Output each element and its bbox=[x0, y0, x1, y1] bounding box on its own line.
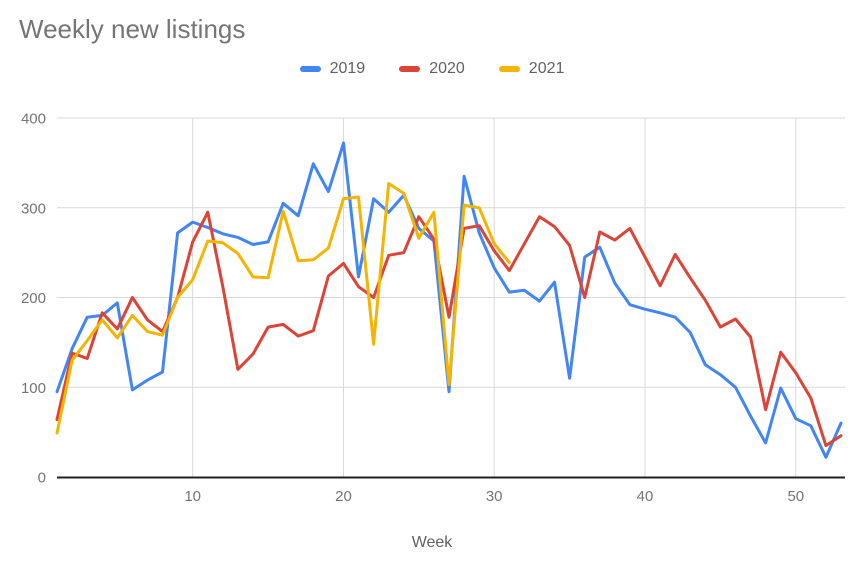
legend-item-2019: 2019 bbox=[299, 60, 366, 78]
legend-item-2020: 2020 bbox=[399, 60, 465, 78]
x-tick-label-40: 40 bbox=[637, 488, 654, 505]
x-tick-label-10: 10 bbox=[184, 488, 201, 505]
x-tick-label-50: 50 bbox=[787, 488, 804, 505]
legend-label-2020: 2020 bbox=[429, 60, 465, 77]
page-title: Weekly new listings bbox=[19, 14, 246, 44]
series-line-2020 bbox=[55, 210, 843, 448]
x-axis-title: Week bbox=[411, 534, 453, 551]
y-tick-label-100: 100 bbox=[21, 380, 46, 397]
y-tick-label-0: 0 bbox=[38, 470, 46, 487]
legend-label-2021: 2021 bbox=[528, 60, 565, 77]
y-tick-label-200: 200 bbox=[21, 290, 46, 307]
x-tick-label-30: 30 bbox=[486, 488, 503, 505]
legend-swatch-2021-icon bbox=[498, 66, 520, 72]
x-tick-label-20: 20 bbox=[335, 488, 352, 505]
legend-item-2021: 2021 bbox=[498, 60, 565, 78]
legend: 2019 2020 2021 bbox=[0, 60, 864, 78]
legend-swatch-2019-icon bbox=[299, 66, 321, 72]
series-line-2019 bbox=[55, 141, 843, 459]
legend-label-2019: 2019 bbox=[329, 60, 366, 77]
y-tick-label-300: 300 bbox=[21, 200, 46, 217]
y-tick-label-400: 400 bbox=[21, 111, 46, 128]
series-line-2021 bbox=[55, 182, 511, 435]
legend-swatch-2020-icon bbox=[399, 66, 421, 72]
